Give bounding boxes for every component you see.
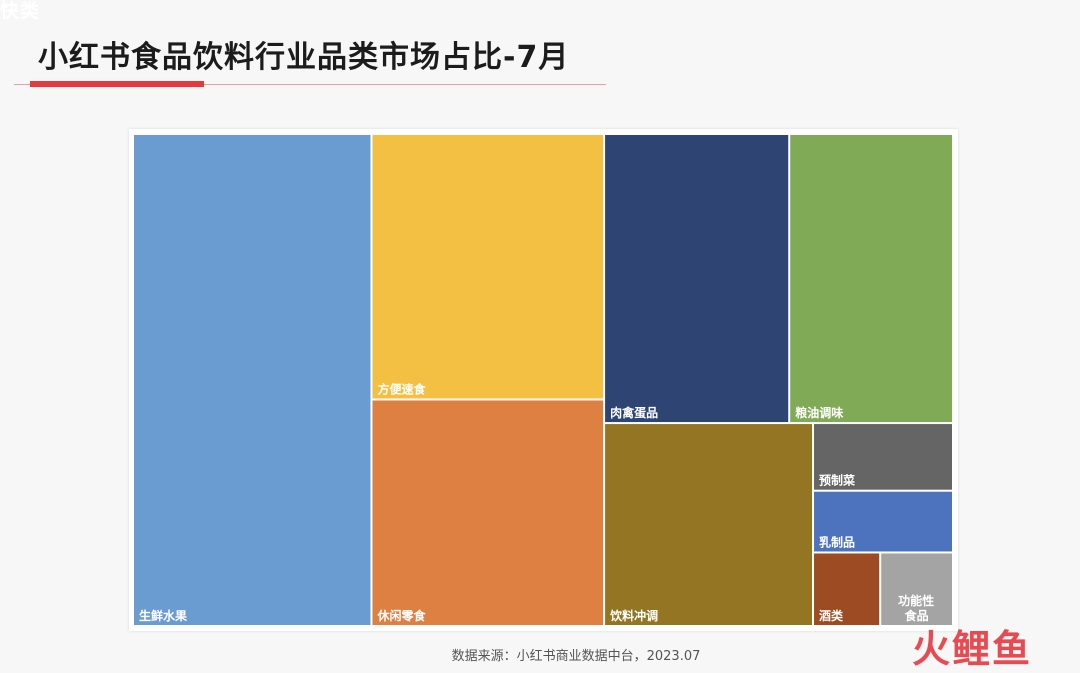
treemap-label-7: 乳制品 [819, 534, 855, 549]
treemap-label-6: 预制菜 [819, 473, 855, 488]
treemap-label-9-0: 功能性 [898, 593, 934, 608]
treemap-label-1: 方便速食 [377, 381, 426, 396]
treemap-label-8: 酒类 [819, 608, 844, 623]
slide-title: 小红书食品饮料行业品类市场占比-7月 [38, 40, 570, 75]
treemap-label-9-1: 食品 [904, 608, 929, 623]
treemap-label-5: 饮料冲调 [609, 608, 658, 623]
treemap-cell-1 [372, 135, 604, 399]
treemap-cell-8 [814, 553, 880, 625]
treemap-label-0: 生鲜水果 [139, 608, 187, 623]
treemap-cell-4 [790, 135, 952, 423]
corner-tag: 快类 [0, 0, 41, 22]
treemap-cell-2 [372, 400, 604, 625]
title-accent-bar [30, 81, 204, 87]
treemap-label-4: 粮油调味 [795, 405, 843, 420]
treemap-cell-6 [814, 424, 952, 490]
treemap-cell-9 [881, 553, 952, 625]
treemap-label-2: 休闲零食 [376, 608, 426, 623]
treemap-cell-3 [605, 135, 789, 423]
treemap-cell-5 [605, 424, 813, 625]
treemap-label-3: 肉禽蛋品 [610, 405, 658, 420]
treemap-cell-0 [134, 135, 371, 625]
title-divider [14, 84, 606, 85]
watermark-logo: 火鲤鱼 [912, 627, 1033, 671]
treemap-cell-7 [814, 491, 952, 552]
source-note: 数据来源：小红书商业数据中台，2023.07 [451, 649, 701, 664]
